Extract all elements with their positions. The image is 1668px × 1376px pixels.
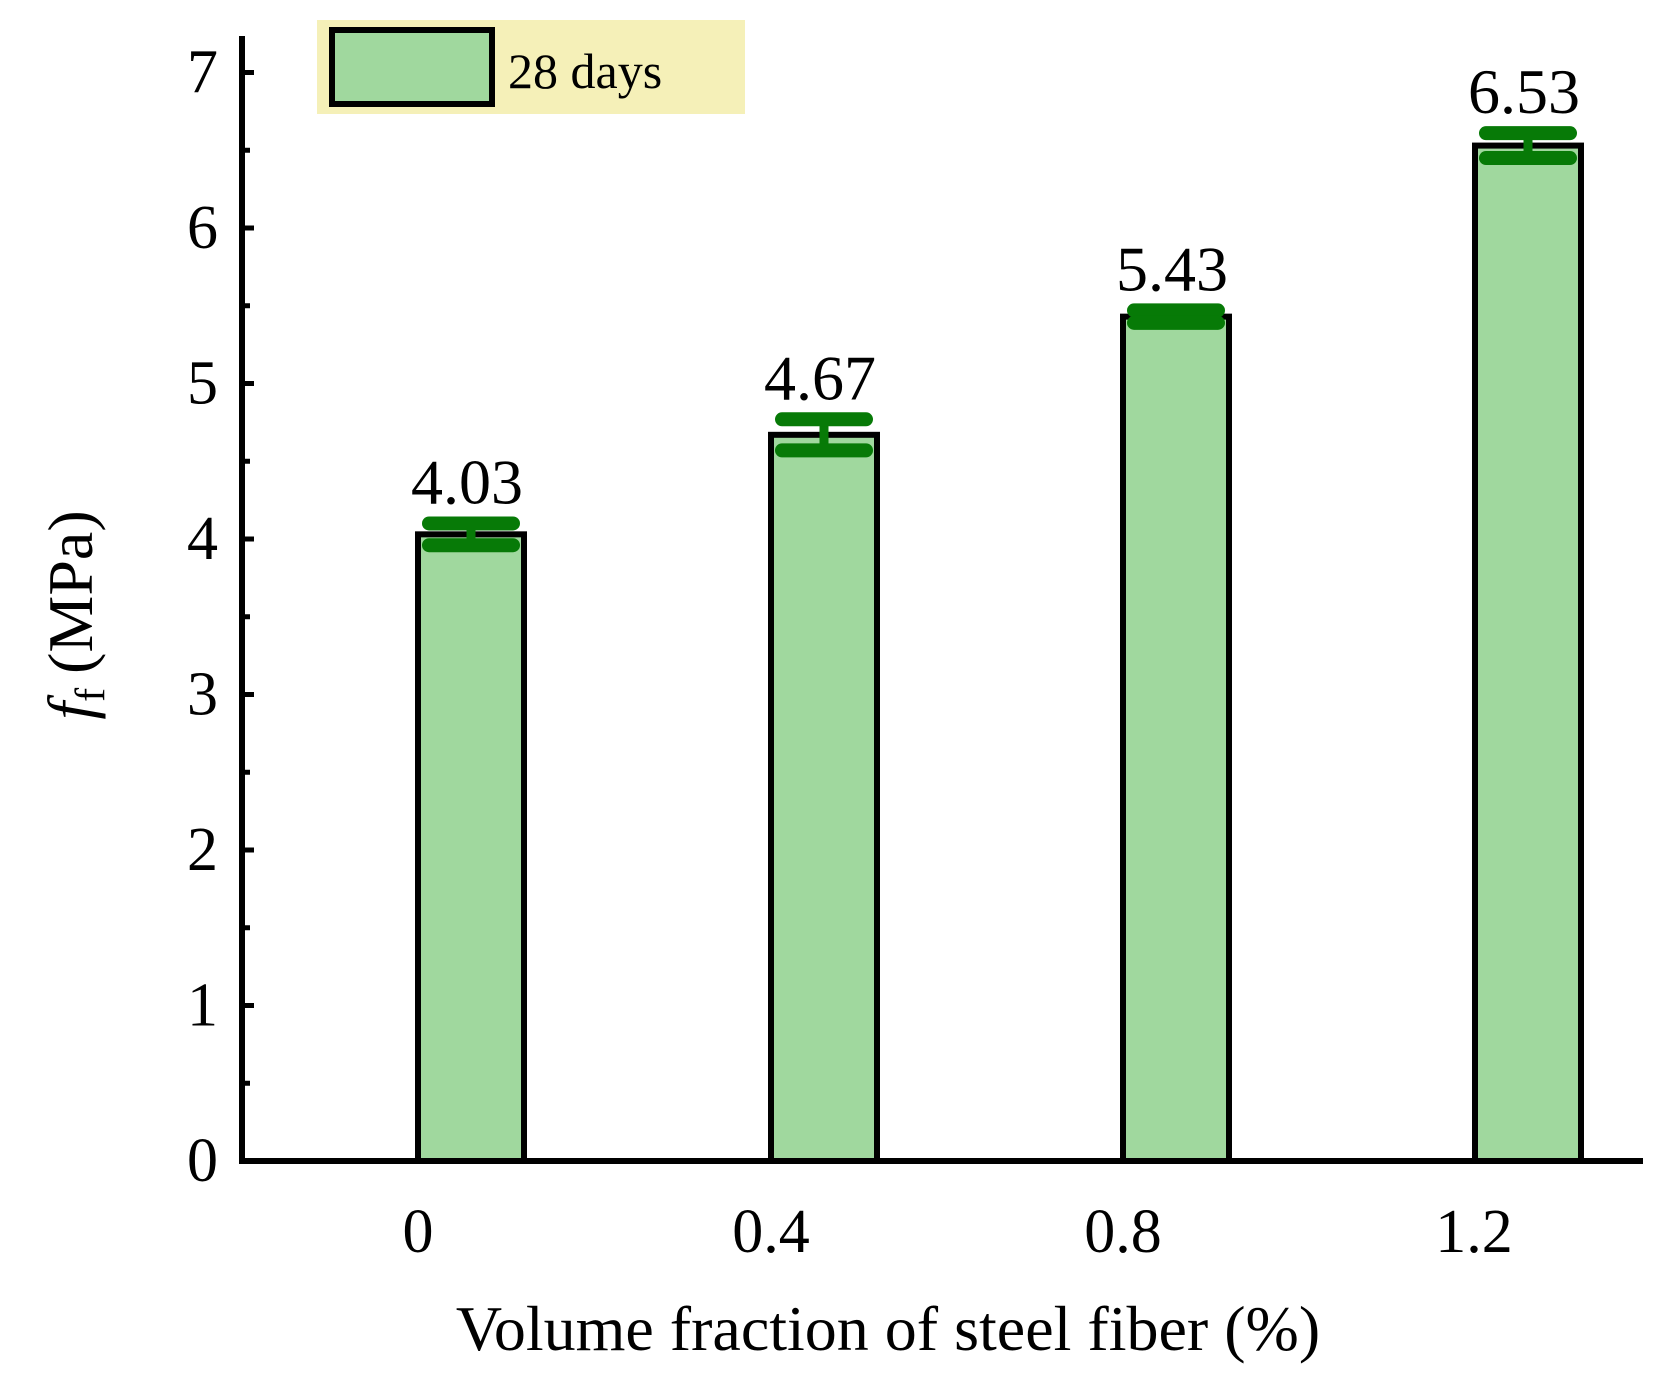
data-label: 6.53 [1468,56,1580,127]
x-tick-label: 0.8 [1084,1198,1162,1266]
x-tick-label: 0 [403,1198,434,1266]
data-label: 4.03 [411,446,523,517]
y-tick-label: 1 [187,972,218,1040]
y-tick-label: 2 [187,816,218,884]
legend-label: 28 days [508,43,662,99]
legend: 28 days [317,20,745,114]
y-axis-title: ff(MPa) [35,510,114,719]
y-axis-title-subscript: f [68,688,114,702]
y-tick-label: 5 [187,350,218,418]
x-ticks: 0 0.4 0.8 1.2 [403,1198,1513,1266]
y-tick-label: 4 [187,505,218,573]
legend-swatch [329,27,495,107]
data-label: 4.67 [764,342,876,413]
y-tick-label: 7 [187,39,218,107]
y-axis-title-unit: (MPa) [35,510,106,674]
data-label: 5.43 [1116,233,1228,304]
x-tick-label: 1.2 [1435,1198,1513,1266]
bar [415,531,527,1164]
bar [768,431,880,1164]
y-tick-label: 6 [187,194,218,262]
y-tick-label: 3 [187,661,218,729]
y-tick-label: 0 [187,1127,218,1195]
plot-area: 4.03 4.67 5.43 6.53 [411,56,1584,1164]
x-axis-title: Volume fraction of steel fiber (%) [456,1293,1320,1364]
bar [1472,142,1584,1164]
bar [1120,313,1232,1164]
x-tick-label: 0.4 [732,1198,810,1266]
y-ticks: 0 1 2 3 4 5 6 7 [187,39,254,1195]
